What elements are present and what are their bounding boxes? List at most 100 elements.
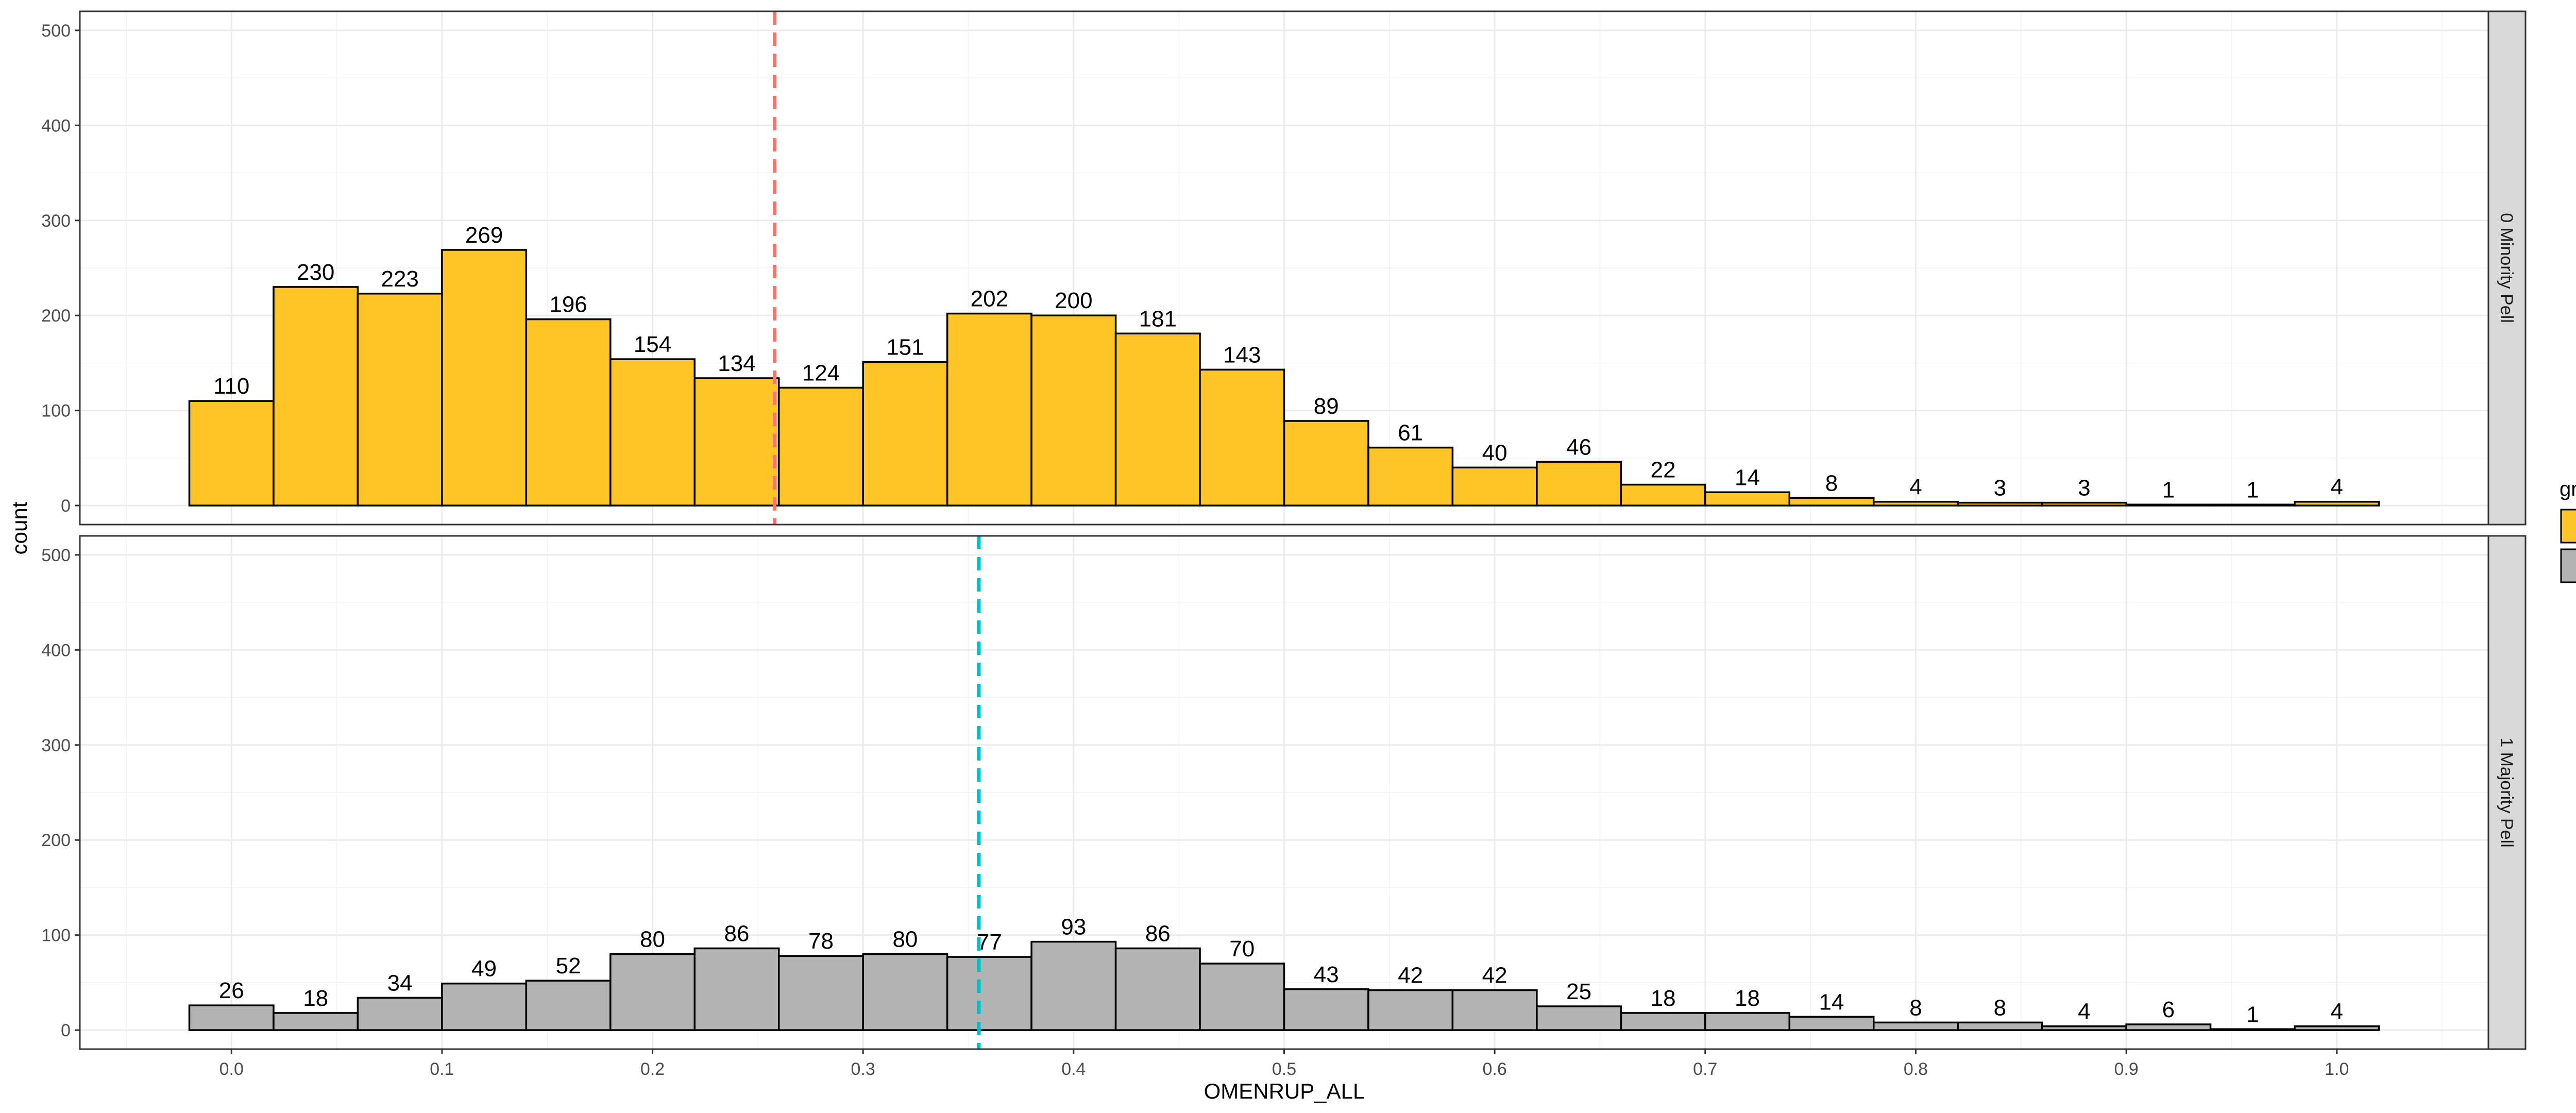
histogram-bar bbox=[1536, 461, 1622, 507]
histogram-bar bbox=[2125, 503, 2212, 507]
facet-strip-label: 1 Majority Pell bbox=[2497, 737, 2516, 848]
x-tick-label: 0.7 bbox=[1693, 1059, 1717, 1079]
histogram-bar bbox=[1114, 947, 1201, 1031]
histogram-bar bbox=[862, 953, 948, 1031]
bar-count-label: 6 bbox=[2162, 997, 2175, 1022]
histogram-bar bbox=[777, 386, 864, 507]
bar-count-label: 143 bbox=[1223, 342, 1261, 367]
bar-count-label: 18 bbox=[1651, 986, 1676, 1011]
x-tick-label: 0.6 bbox=[1483, 1059, 1507, 1079]
bar-count-label: 4 bbox=[2331, 999, 2343, 1024]
x-axis-title: OMENRUP_ALL bbox=[1204, 1079, 1365, 1103]
bar-count-label: 269 bbox=[465, 223, 503, 248]
bar-count-label: 3 bbox=[2078, 476, 2090, 501]
histogram-bar bbox=[1367, 989, 1454, 1031]
bar-count-label: 230 bbox=[297, 260, 334, 285]
histogram-bar bbox=[525, 980, 612, 1031]
bar-count-label: 18 bbox=[303, 986, 328, 1011]
bar-count-label: 4 bbox=[2331, 475, 2343, 500]
y-tick-label: 100 bbox=[41, 926, 71, 946]
histogram-bar bbox=[1451, 989, 1538, 1031]
x-tick-label: 1.0 bbox=[2325, 1059, 2349, 1079]
histogram-bar bbox=[2041, 1025, 2127, 1031]
histogram-bar bbox=[2294, 1025, 2380, 1031]
bar-count-label: 110 bbox=[213, 374, 249, 399]
y-tick-label: 500 bbox=[41, 21, 71, 41]
histogram-bar bbox=[2209, 503, 2296, 507]
bar-count-label: 4 bbox=[2078, 999, 2090, 1024]
histogram-bar bbox=[1283, 988, 1369, 1031]
y-tick-label: 400 bbox=[41, 640, 71, 660]
bar-count-label: 223 bbox=[381, 266, 418, 292]
y-tick-label: 100 bbox=[41, 401, 71, 421]
y-tick-label: 200 bbox=[41, 306, 71, 326]
bar-count-label: 8 bbox=[1994, 995, 2006, 1020]
histogram-bar bbox=[1030, 940, 1117, 1031]
histogram-bar bbox=[1536, 1005, 1622, 1031]
histogram-bar bbox=[609, 953, 696, 1031]
legend-title: group bbox=[2560, 478, 2576, 500]
bar-count-label: 25 bbox=[1566, 979, 1591, 1004]
bar-count-label: 8 bbox=[1909, 995, 1922, 1020]
histogram-bar bbox=[1620, 1012, 1706, 1031]
y-tick-label: 400 bbox=[41, 116, 71, 136]
bar-count-label: 124 bbox=[802, 360, 840, 385]
histogram-bar bbox=[525, 318, 612, 507]
legend: group 0 1 bbox=[2560, 478, 2576, 583]
bar-count-label: 42 bbox=[1398, 963, 1423, 988]
bar-count-label: 1 bbox=[2162, 477, 2175, 502]
bar-count-label: 34 bbox=[387, 970, 413, 996]
histogram-bar bbox=[777, 955, 864, 1031]
x-tick-label: 0.5 bbox=[1272, 1059, 1296, 1079]
histogram-bar bbox=[1704, 1012, 1791, 1031]
bar-count-label: 200 bbox=[1055, 288, 1092, 313]
y-tick-label: 300 bbox=[41, 211, 71, 231]
x-tick-label: 0.8 bbox=[1904, 1059, 1928, 1079]
facet-strip bbox=[2487, 10, 2527, 526]
histogram-bar bbox=[188, 400, 275, 507]
facet-strip bbox=[2487, 535, 2527, 1050]
bar-count-label: 202 bbox=[971, 286, 1008, 312]
histogram-bar bbox=[1872, 1021, 1959, 1031]
histogram-bar bbox=[693, 947, 780, 1031]
y-tick-label: 200 bbox=[41, 831, 71, 850]
histogram-bar bbox=[1620, 483, 1706, 507]
histogram-bar bbox=[1872, 500, 1959, 507]
histogram-bar bbox=[946, 312, 1032, 507]
bar-count-label: 80 bbox=[640, 927, 665, 952]
bar-count-label: 14 bbox=[1735, 465, 1760, 490]
bar-count-label: 78 bbox=[808, 929, 834, 954]
histogram-bar bbox=[1451, 466, 1538, 507]
bar-count-label: 77 bbox=[977, 930, 1002, 955]
x-tick-label: 0.0 bbox=[219, 1059, 244, 1079]
y-tick-label: 0 bbox=[61, 1021, 71, 1040]
bar-count-label: 154 bbox=[634, 332, 671, 357]
x-tick-label: 0.9 bbox=[2114, 1059, 2138, 1079]
bar-count-label: 14 bbox=[1819, 989, 1844, 1015]
legend-key-0 bbox=[2560, 509, 2576, 544]
histogram-bar bbox=[2209, 1028, 2296, 1031]
histogram-bar bbox=[946, 956, 1032, 1031]
y-axis-title: count bbox=[7, 501, 31, 554]
y-tick-label: 300 bbox=[41, 736, 71, 755]
facet-strip-label: 0 Minority Pell bbox=[2497, 213, 2516, 323]
histogram-bar bbox=[1957, 1021, 2043, 1031]
x-tick-label: 0.1 bbox=[430, 1059, 454, 1079]
bar-count-label: 49 bbox=[471, 956, 497, 982]
bar-count-label: 3 bbox=[1994, 476, 2006, 501]
histogram-bar bbox=[1788, 1016, 1875, 1031]
histogram-bar bbox=[1199, 368, 1285, 507]
legend-key-1 bbox=[2560, 548, 2576, 583]
bar-count-label: 40 bbox=[1482, 440, 1507, 465]
bar-count-label: 22 bbox=[1651, 458, 1676, 483]
y-tick-label: 0 bbox=[61, 496, 71, 516]
histogram-bar bbox=[1957, 501, 2043, 507]
histogram-bar bbox=[862, 361, 948, 507]
histogram-bar bbox=[609, 358, 696, 507]
histogram-bar bbox=[1704, 491, 1791, 507]
bar-count-label: 181 bbox=[1139, 306, 1177, 331]
bar-count-label: 86 bbox=[1145, 921, 1171, 946]
